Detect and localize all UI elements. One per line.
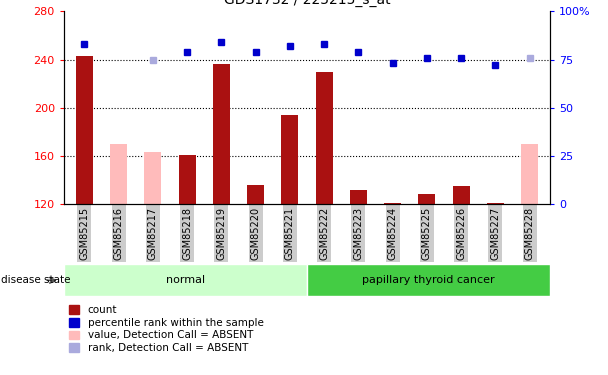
Bar [307,264,550,296]
Bar [487,203,504,204]
Title: GDS1732 / 225215_s_at: GDS1732 / 225215_s_at [224,0,390,8]
Bar [521,144,538,204]
Bar [384,203,401,204]
Text: disease state: disease state [1,275,70,285]
Bar [144,153,162,204]
Text: papillary thyroid cancer: papillary thyroid cancer [362,275,495,285]
Bar [316,72,333,204]
Bar [247,185,264,204]
Bar [76,56,93,204]
Bar [213,64,230,204]
Legend: count, percentile rank within the sample, value, Detection Call = ABSENT, rank, : count, percentile rank within the sample… [69,305,264,353]
Bar [282,115,299,204]
Bar [452,186,470,204]
Text: normal: normal [166,275,205,285]
Bar [350,190,367,204]
Bar [110,144,127,204]
Bar [179,155,196,204]
Bar [64,264,307,296]
Bar [418,194,435,204]
